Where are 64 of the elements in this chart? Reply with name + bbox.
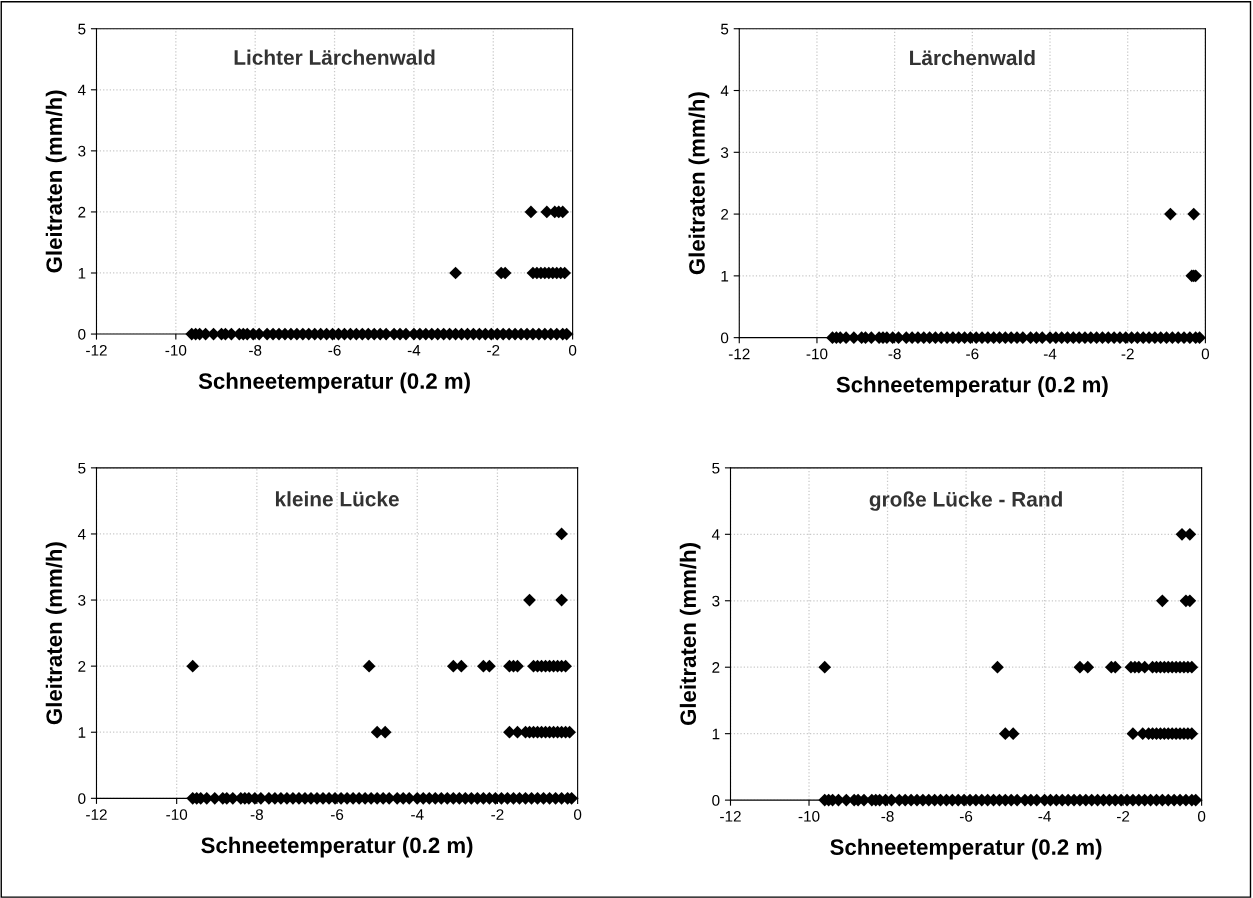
x-tick-label: -12 <box>86 344 107 356</box>
x-tick-label: -12 <box>728 348 750 360</box>
x-tick-label: -8 <box>249 344 262 356</box>
y-tick-label: 2 <box>712 662 720 673</box>
y-tick-label: 2 <box>78 206 86 218</box>
y-tick-label: 5 <box>720 23 729 35</box>
x-tick-label: 0 <box>573 809 582 820</box>
x-tick-label: -4 <box>411 809 424 820</box>
y-tick-label: 5 <box>78 23 86 35</box>
x-tick-label: -2 <box>487 344 500 356</box>
y-tick-label: 3 <box>720 147 729 158</box>
x-tick-label: 0 <box>1201 348 1210 360</box>
y-tick-label: 5 <box>712 462 720 474</box>
x-tick-label: 0 <box>568 344 577 356</box>
y-tick-label: 1 <box>712 728 720 740</box>
x-tick-label: -2 <box>1121 348 1134 360</box>
x-tick-label: -6 <box>330 809 344 820</box>
y-tick-label: 1 <box>78 268 86 279</box>
y-tick-label: 4 <box>77 528 86 540</box>
y-axis-title: Gleitraten (mm/h) <box>688 92 710 275</box>
y-tick-label: 1 <box>78 727 86 738</box>
y-tick-label: 4 <box>720 85 729 97</box>
x-axis-title: Schneetemperatur (0.2 m) <box>198 372 470 394</box>
x-tick-label: -10 <box>798 810 820 822</box>
x-axis-title: Schneetemperatur (0.2 m) <box>201 836 473 858</box>
y-tick-label: 4 <box>77 84 86 96</box>
x-tick-label: -10 <box>166 809 188 820</box>
y-axis-title: Gleitraten (mm/h) <box>45 90 67 273</box>
text: Lärchenwald <box>910 49 1035 66</box>
text: Lichter Lärchenwald <box>234 49 435 65</box>
x-axis-title: Schneetemperatur (0.2 m) <box>836 376 1108 397</box>
x-tick-label: 0 <box>1197 810 1206 822</box>
x-tick-label: -12 <box>720 810 741 822</box>
x-tick-label: -6 <box>328 344 341 356</box>
x-tick-label: -6 <box>966 348 979 360</box>
y-tick-label: 4 <box>711 529 720 540</box>
x-tick-label: -10 <box>806 348 828 360</box>
x-tick-label: -6 <box>959 810 973 822</box>
x-tick-label: -8 <box>250 809 263 820</box>
x-tick-label: -4 <box>407 345 421 356</box>
x-tick-label: -2 <box>491 809 504 820</box>
y-tick-label: 3 <box>78 594 86 606</box>
y-axis-title: Gleitraten (mm/h) <box>45 542 67 725</box>
y-tick-label: 5 <box>78 462 86 474</box>
x-tick-label: -4 <box>1038 811 1051 822</box>
y-tick-label: 0 <box>720 332 729 344</box>
y-tick-label: 3 <box>712 595 720 607</box>
x-tick-label: -12 <box>86 809 107 820</box>
y-tick-label: 0 <box>78 793 86 805</box>
x-tick-label: -10 <box>165 344 187 356</box>
text: kleine Lücke <box>275 491 399 507</box>
x-axis-title: Schneetemperatur (0.2 m) <box>830 838 1102 860</box>
x-tick-label: -8 <box>881 810 894 822</box>
x-tick-label: -4 <box>1043 348 1057 360</box>
x-tick-label: -2 <box>1116 810 1130 822</box>
y-tick-label: 2 <box>78 661 86 672</box>
y-tick-label: 2 <box>721 208 729 220</box>
y-tick-label: 1 <box>721 270 729 282</box>
text: große Lücke - Rand <box>869 491 1062 511</box>
y-tick-label: 0 <box>712 794 720 806</box>
y-axis-title: Gleitraten (mm/h) <box>679 543 701 726</box>
y-tick-label: 3 <box>78 145 86 157</box>
y-tick-label: 0 <box>78 328 86 340</box>
x-tick-label: -8 <box>888 348 901 360</box>
